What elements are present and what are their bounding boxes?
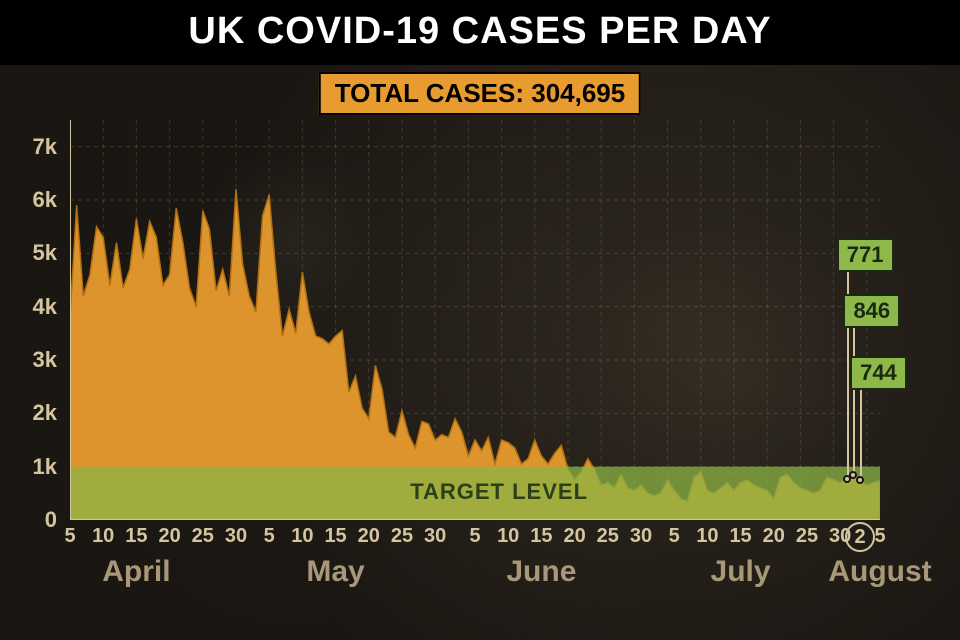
y-tick-label: 3k <box>33 347 57 373</box>
month-label: August <box>828 555 931 589</box>
x-tick-label: 30 <box>225 525 247 548</box>
x-tick-label: 10 <box>291 525 313 548</box>
x-tick-label: 10 <box>497 525 519 548</box>
y-tick-label: 2k <box>33 400 57 426</box>
x-tick-label: 2 <box>845 522 875 552</box>
x-tick-label: 15 <box>530 525 552 548</box>
x-tick-label: 25 <box>597 525 619 548</box>
x-tick-label: 5 <box>874 525 885 548</box>
x-tick-label: 5 <box>669 525 680 548</box>
month-label: May <box>306 555 364 589</box>
x-tick-label: 10 <box>92 525 114 548</box>
x-tick-label: 25 <box>192 525 214 548</box>
x-tick-label: 30 <box>630 525 652 548</box>
x-tick-label: 5 <box>64 525 75 548</box>
chart-title: UK COVID-19 CASES PER DAY <box>0 0 960 65</box>
callout-leader <box>853 322 855 475</box>
x-tick-label: 20 <box>358 525 380 548</box>
x-tick-label: 25 <box>796 525 818 548</box>
x-tick-label: 5 <box>264 525 275 548</box>
x-tick-label: 10 <box>696 525 718 548</box>
value-callout: 744 <box>850 356 907 390</box>
y-tick-label: 4k <box>33 294 57 320</box>
y-axis-labels: 01k2k3k4k5k6k7k <box>10 120 65 520</box>
x-tick-label: 15 <box>729 525 751 548</box>
x-tick-label: 15 <box>324 525 346 548</box>
month-label: April <box>102 555 170 589</box>
x-tick-label: 20 <box>158 525 180 548</box>
value-callout: 771 <box>837 238 894 272</box>
callout-leader <box>860 384 862 480</box>
y-tick-label: 1k <box>33 454 57 480</box>
chart-svg <box>70 120 880 520</box>
target-level-label: TARGET LEVEL <box>410 479 588 505</box>
y-tick-label: 0 <box>45 507 57 533</box>
x-tick-label: 20 <box>563 525 585 548</box>
total-cases-badge: TOTAL CASES: 304,695 <box>319 72 641 115</box>
x-tick-label: 15 <box>125 525 147 548</box>
y-tick-label: 7k <box>33 134 57 160</box>
month-label: July <box>711 555 771 589</box>
value-callout: 846 <box>843 294 900 328</box>
month-label: June <box>506 555 576 589</box>
x-tick-label: 25 <box>391 525 413 548</box>
x-tick-label: 5 <box>469 525 480 548</box>
x-tick-label: 30 <box>424 525 446 548</box>
x-tick-label: 20 <box>763 525 785 548</box>
chart-plot-area <box>70 120 880 520</box>
y-tick-label: 6k <box>33 187 57 213</box>
y-tick-label: 5k <box>33 240 57 266</box>
